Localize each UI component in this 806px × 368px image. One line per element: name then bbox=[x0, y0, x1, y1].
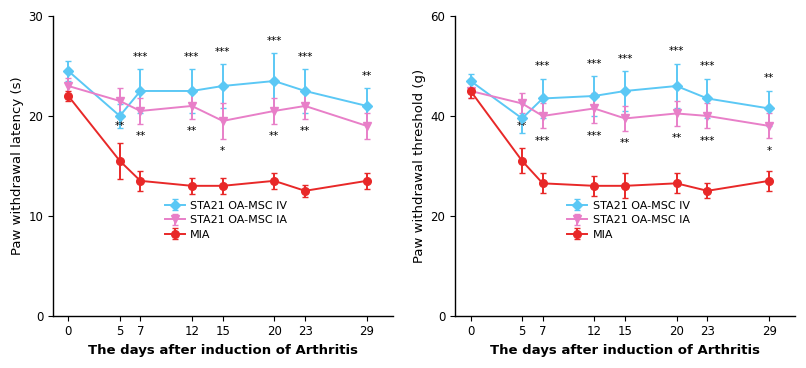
Text: **: ** bbox=[620, 138, 630, 148]
Text: **: ** bbox=[114, 121, 125, 131]
Text: ***: *** bbox=[700, 136, 715, 146]
Legend: STA21 OA-MSC IV, STA21 OA-MSC IA, MIA: STA21 OA-MSC IV, STA21 OA-MSC IA, MIA bbox=[563, 197, 694, 244]
Text: **: ** bbox=[300, 127, 310, 137]
Text: ***: *** bbox=[184, 52, 200, 61]
Text: **: ** bbox=[362, 71, 372, 81]
Text: **: ** bbox=[269, 131, 280, 141]
Text: ***: *** bbox=[133, 52, 148, 61]
Text: *: * bbox=[220, 146, 226, 156]
Legend: STA21 OA-MSC IV, STA21 OA-MSC IA, MIA: STA21 OA-MSC IV, STA21 OA-MSC IA, MIA bbox=[160, 197, 292, 244]
Text: **: ** bbox=[764, 74, 775, 84]
Text: **: ** bbox=[187, 127, 197, 137]
Text: *: * bbox=[767, 146, 771, 156]
Text: ***: *** bbox=[669, 46, 684, 56]
Text: ***: *** bbox=[535, 61, 550, 71]
Text: ***: *** bbox=[617, 53, 633, 64]
X-axis label: The days after induction of Arthritis: The days after induction of Arthritis bbox=[88, 344, 358, 357]
Text: **: ** bbox=[517, 121, 527, 131]
Text: ***: *** bbox=[215, 46, 231, 57]
Text: ***: *** bbox=[587, 131, 602, 141]
Y-axis label: Paw withdrawal latency (s): Paw withdrawal latency (s) bbox=[11, 77, 24, 255]
Y-axis label: Paw withdrawal threshold (g): Paw withdrawal threshold (g) bbox=[413, 69, 426, 263]
Text: **: ** bbox=[671, 134, 682, 144]
X-axis label: The days after induction of Arthritis: The days after induction of Arthritis bbox=[490, 344, 760, 357]
Text: ***: *** bbox=[700, 61, 715, 71]
Text: ***: *** bbox=[587, 59, 602, 68]
Text: ***: *** bbox=[535, 136, 550, 146]
Text: ***: *** bbox=[297, 52, 313, 61]
Text: ***: *** bbox=[267, 36, 282, 46]
Text: **: ** bbox=[135, 131, 146, 141]
